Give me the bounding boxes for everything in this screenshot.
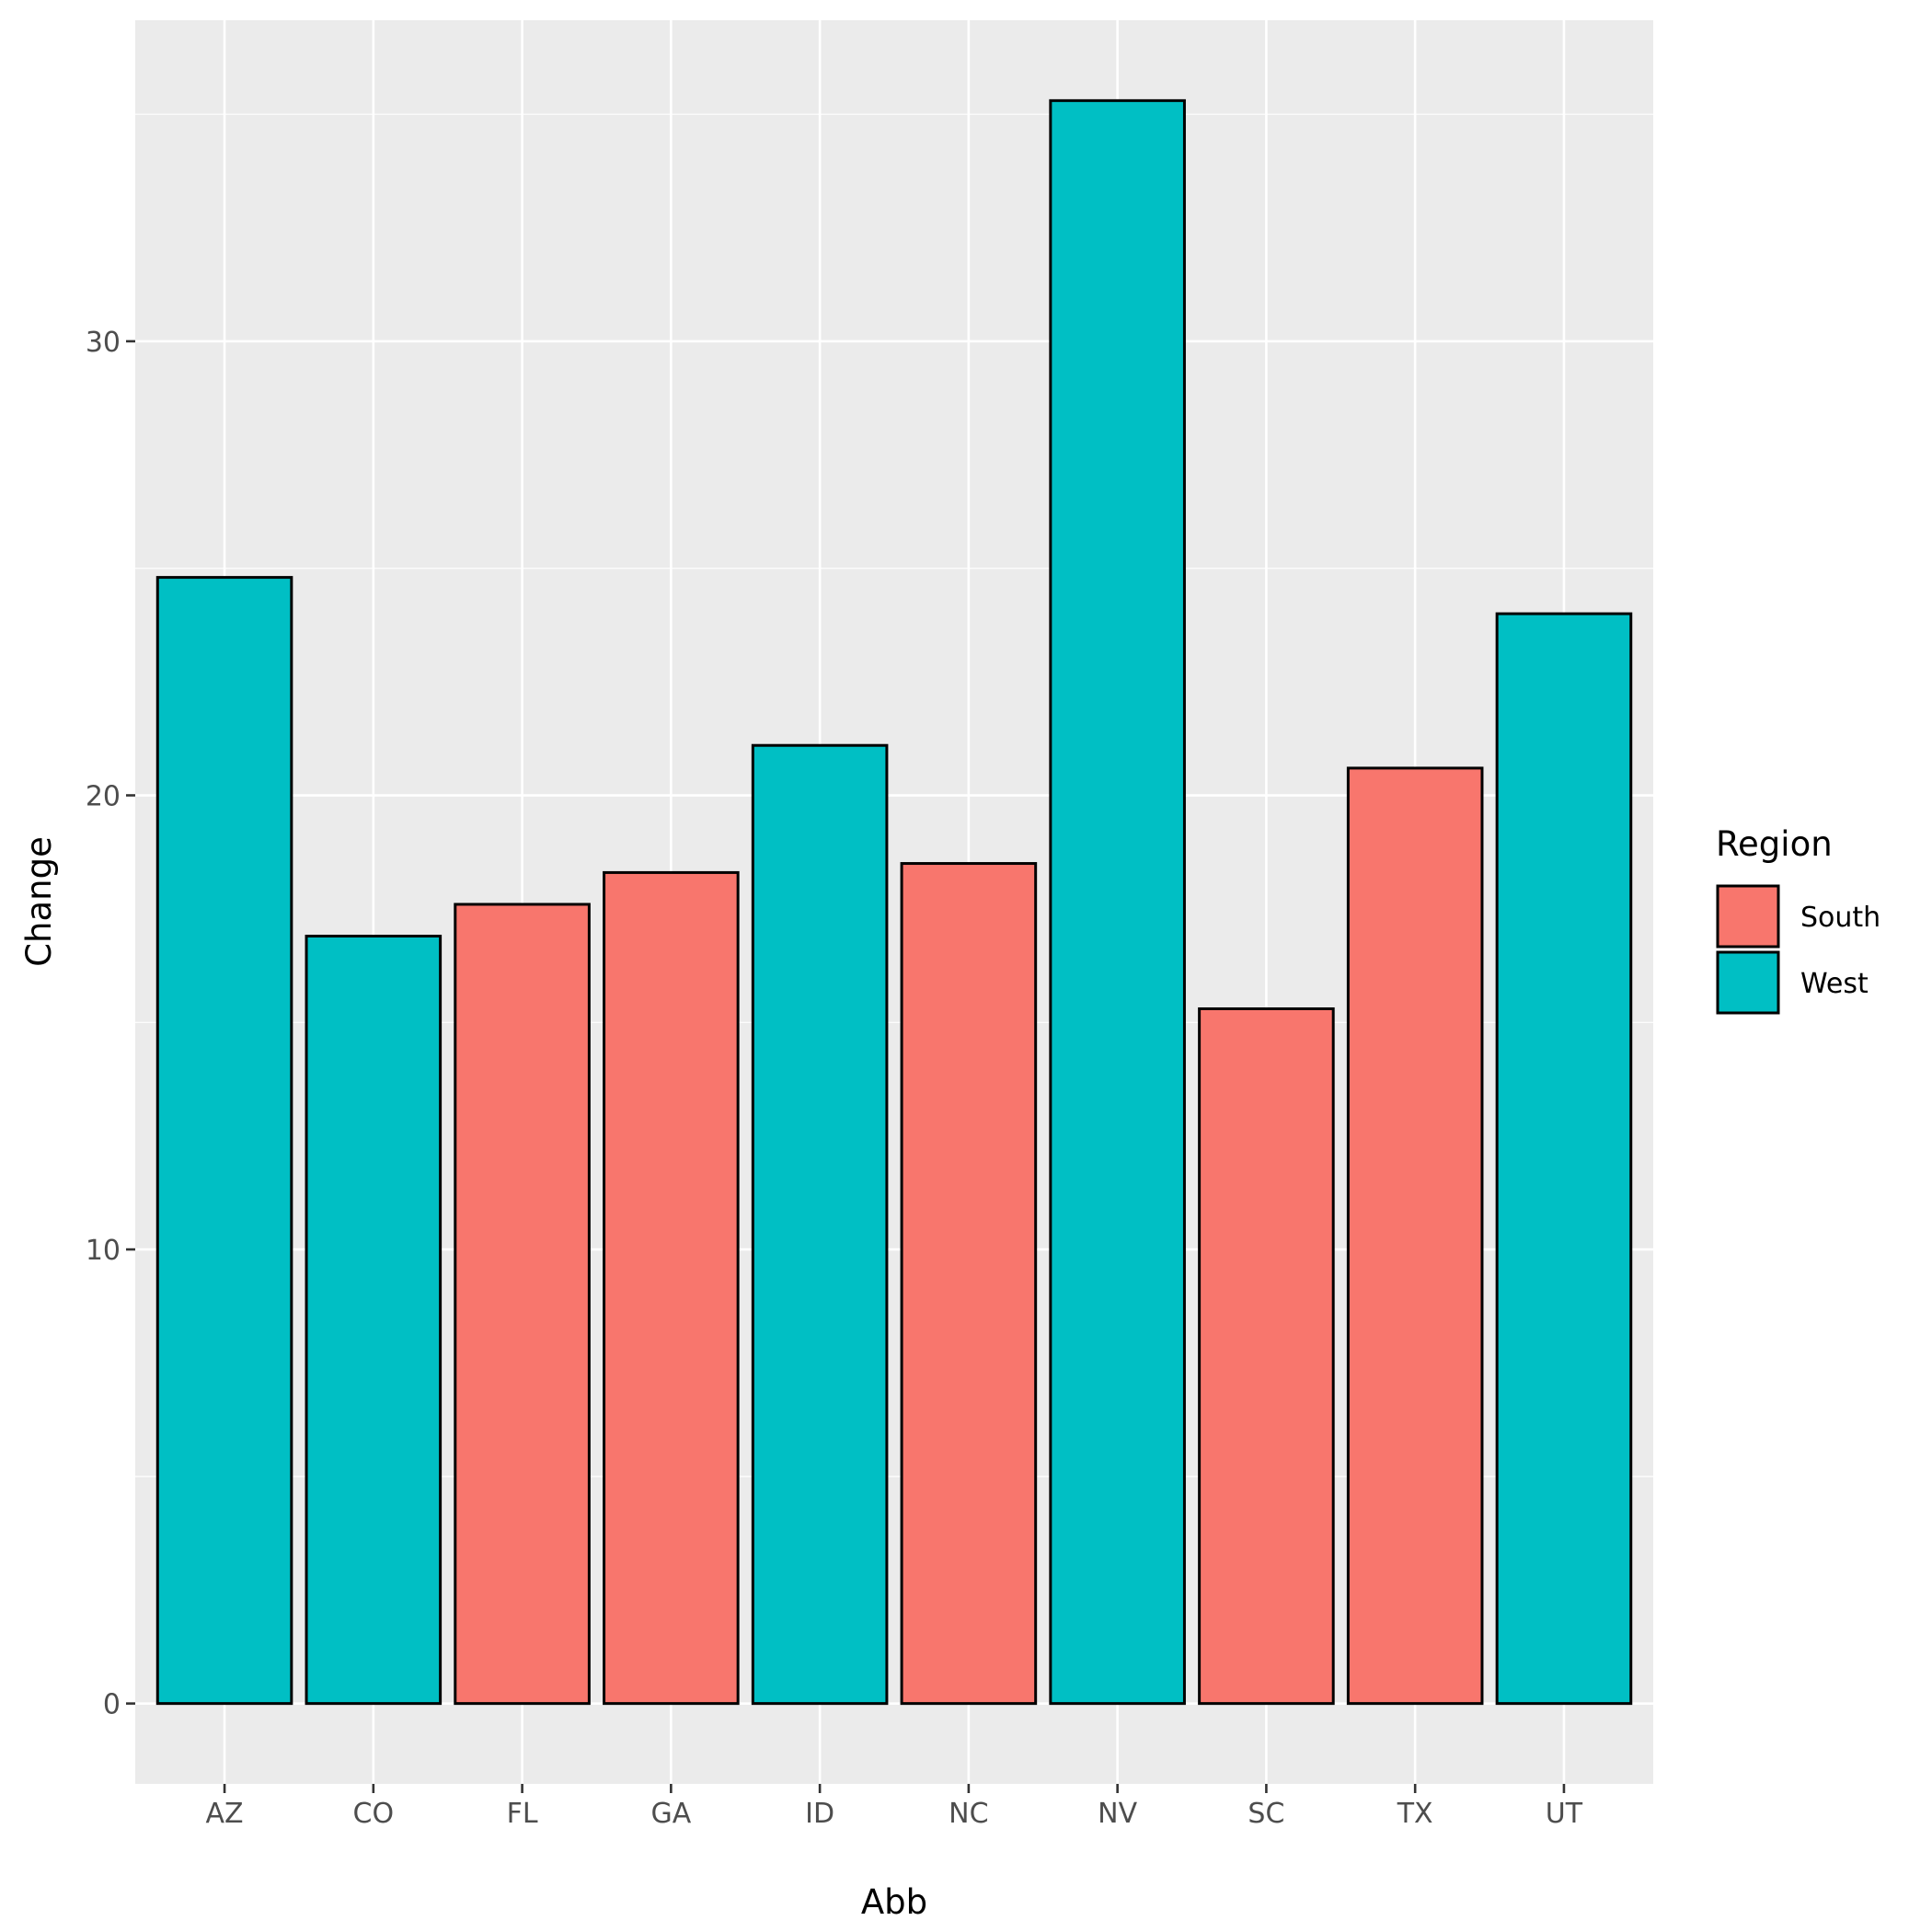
x-tick-label-tx: TX: [1397, 1798, 1433, 1830]
x-tick-label-ut: UT: [1546, 1798, 1583, 1830]
bar-nc: [900, 862, 1038, 1706]
x-tick-label-nc: NC: [949, 1798, 988, 1830]
bar-id: [751, 743, 889, 1706]
bar-sc: [1198, 1006, 1335, 1706]
y-axis-title: Change: [19, 836, 59, 967]
y-tick-label: 10: [86, 1235, 121, 1267]
legend-label-west: West: [1800, 968, 1869, 1000]
bar-tx: [1346, 766, 1484, 1706]
x-tick-label-fl: FL: [507, 1798, 538, 1830]
x-axis-title: Abb: [861, 1882, 927, 1922]
x-tick-label-id: ID: [805, 1798, 834, 1830]
bar-co: [305, 935, 443, 1706]
x-tick-label-co: CO: [353, 1798, 395, 1830]
y-tick-label: 30: [86, 327, 121, 359]
y-tick-label: 0: [103, 1689, 121, 1721]
x-tick-label-sc: SC: [1248, 1798, 1284, 1830]
legend: Region South West: [1716, 824, 1880, 1015]
x-axis: AZ CO FL GA ID NC NV SC TX UT: [206, 1784, 1583, 1830]
legend-key-south: [1716, 884, 1780, 949]
x-tick-label-nv: NV: [1098, 1798, 1137, 1830]
legend-key-west: [1716, 950, 1780, 1015]
y-axis: 0 10 20 30: [86, 327, 135, 1721]
bar-az: [155, 576, 293, 1706]
bars: [155, 98, 1633, 1706]
legend-label-south: South: [1800, 902, 1880, 934]
legend-title: Region: [1716, 824, 1833, 864]
bar-ga: [603, 870, 740, 1706]
bar-ut: [1495, 612, 1633, 1706]
bar-nv: [1049, 98, 1186, 1706]
bar-fl: [454, 903, 591, 1706]
y-tick-label: 20: [86, 781, 121, 813]
x-tick-label-az: AZ: [206, 1798, 244, 1830]
x-tick-label-ga: GA: [650, 1798, 691, 1830]
